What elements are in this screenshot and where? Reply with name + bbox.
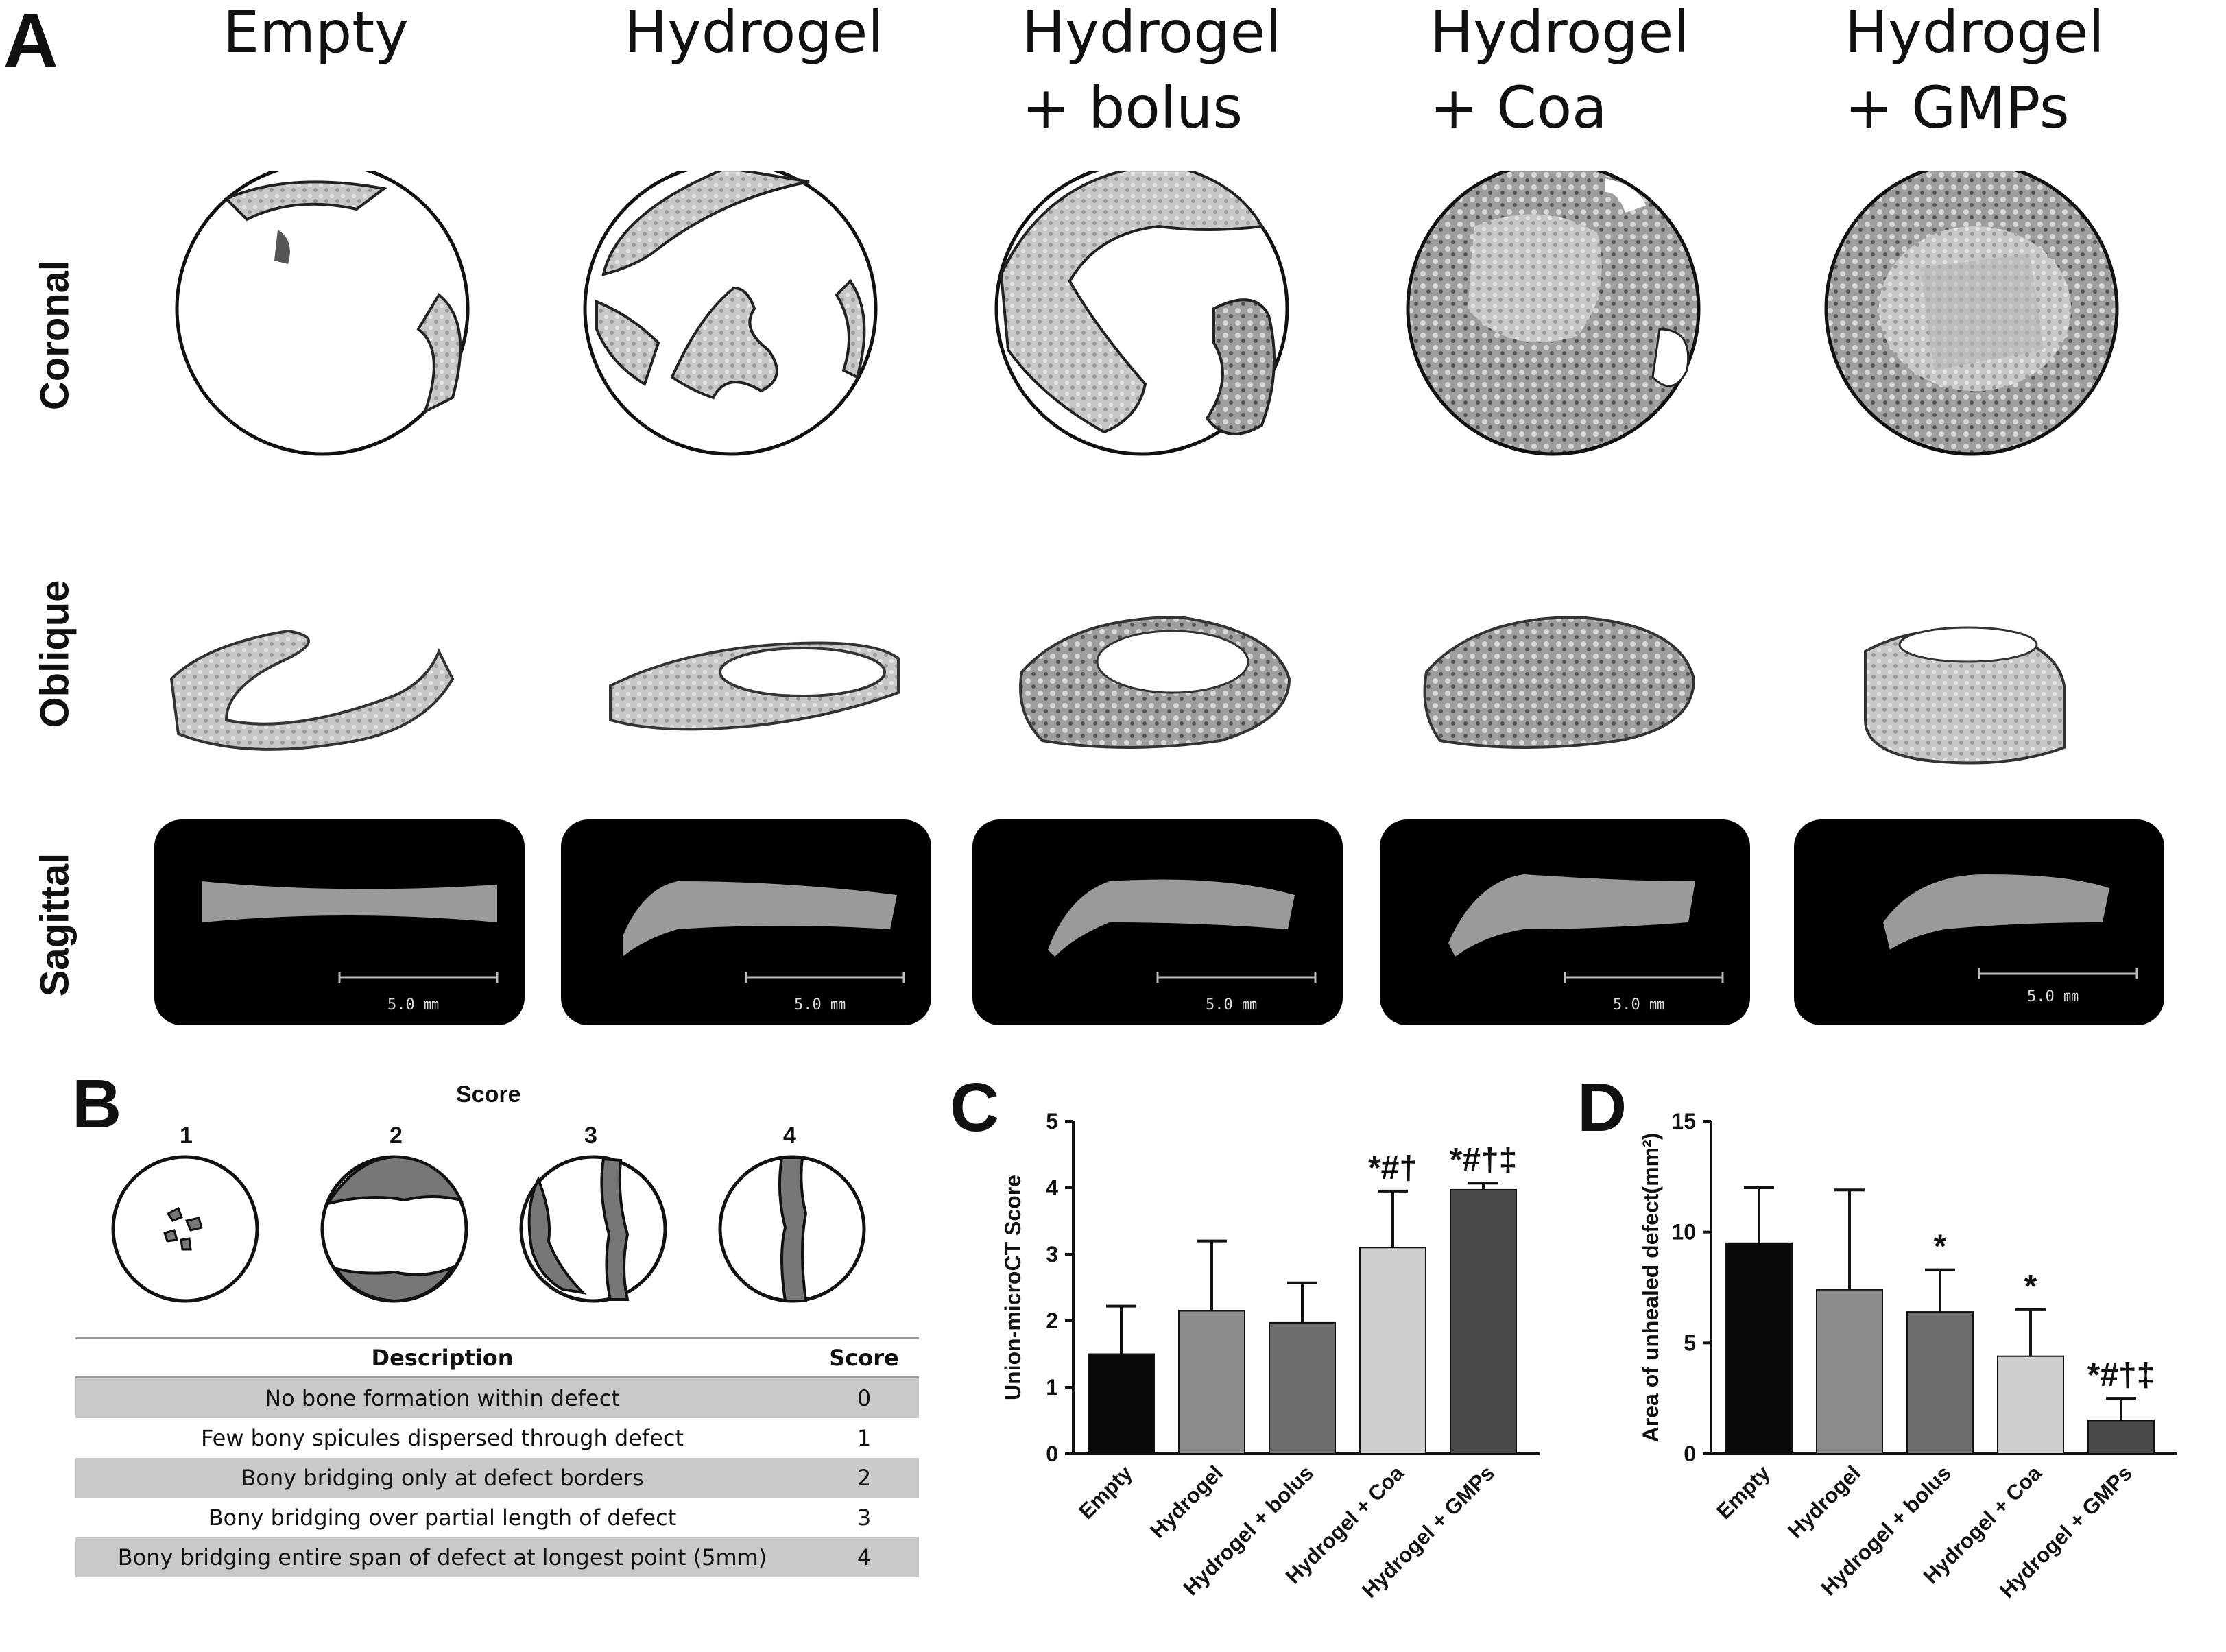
panel-b-letter: B — [72, 1066, 122, 1142]
chart-d-unhealed-area: 0 5 10 15 Area of unhealed defect(mm²) Empty H… — [1638, 1109, 2177, 1603]
sagittal-empty-image: 5.0 ㎜ — [154, 819, 525, 1025]
panel-d-letter: D — [1577, 1069, 1627, 1146]
row-score: 2 — [809, 1458, 919, 1498]
panel-a-letter: A — [3, 0, 58, 83]
column-title: Hydrogel + bolus — [1022, 0, 1282, 141]
oblique-bolus-image — [1019, 615, 1291, 749]
coronal-empty-image — [175, 171, 470, 456]
table-header-description: Description — [75, 1337, 809, 1378]
bar — [1906, 1311, 1974, 1455]
score-1-schematic — [111, 1155, 259, 1303]
bar — [1178, 1310, 1245, 1455]
scale-label: 5.0 ㎜ — [794, 996, 846, 1014]
column-title: Empty — [223, 0, 409, 66]
y-tick-label: 10 — [1671, 1220, 1696, 1245]
significance-mark: * — [1934, 1229, 1947, 1265]
bar — [1450, 1188, 1517, 1455]
bar — [1359, 1247, 1426, 1455]
bar — [2087, 1420, 2155, 1455]
scale-label: 5.0 ㎜ — [1206, 996, 1257, 1014]
scale-label: 5.0 ㎜ — [2027, 988, 2079, 1005]
table-row: Bony bridging over partial length of def… — [75, 1498, 919, 1537]
significance-mark: *#†‡ — [1450, 1142, 1518, 1178]
oblique-coa-image — [1423, 615, 1696, 749]
coronal-gmps-image — [1824, 171, 2119, 456]
row-label: Sagittal — [32, 852, 77, 997]
row-description: Bony bridging entire span of defect at l… — [75, 1537, 809, 1577]
significance-mark: *#† — [1368, 1150, 1417, 1186]
bar — [1997, 1355, 2064, 1455]
score-number: 1 — [180, 1123, 193, 1149]
score-schematics — [111, 1155, 866, 1303]
sagittal-bolus-image: 5.0 ㎜ — [972, 819, 1343, 1025]
coronal-row — [175, 171, 2119, 456]
sagittal-hydrogel-image: 5.0 ㎜ — [561, 819, 931, 1025]
coronal-bolus-image — [994, 171, 1289, 456]
row-score: 1 — [857, 1425, 872, 1451]
significance-mark: *#†‡ — [2087, 1357, 2155, 1393]
y-tick-label: 4 — [1046, 1175, 1058, 1200]
row-description: Bony bridging only at defect borders — [75, 1458, 809, 1498]
x-tick-label: Hydrogel — [1145, 1461, 1228, 1543]
scale-label: 5.0 ㎜ — [387, 996, 439, 1014]
score-title: Score — [456, 1081, 521, 1108]
oblique-empty-image — [169, 629, 455, 751]
y-tick-label: 2 — [1046, 1308, 1058, 1333]
bar — [1725, 1242, 1793, 1455]
bar — [1269, 1321, 1336, 1455]
y-tick-label: 5 — [1046, 1109, 1058, 1134]
table-row: No bone formation within defect 0 — [75, 1377, 919, 1418]
y-tick-label: 1 — [1046, 1375, 1058, 1400]
table-row: Bony bridging only at defect borders 2 — [75, 1458, 919, 1498]
column-title: Hydrogel + GMPs — [1845, 0, 2105, 141]
score-number: 2 — [390, 1123, 403, 1149]
significance-mark: * — [2024, 1269, 2037, 1305]
x-tick-label: Hydrogel — [1783, 1461, 1865, 1543]
row-score: 3 — [857, 1505, 872, 1531]
row-score: 0 — [809, 1377, 919, 1418]
row-description: No bone formation within defect — [75, 1377, 809, 1418]
x-tick-label: Empty — [1074, 1461, 1137, 1524]
y-axis-label: Union-microCT Score — [1001, 1175, 1025, 1400]
oblique-row — [169, 615, 2066, 765]
x-tick-label: Empty — [1712, 1461, 1775, 1524]
y-tick-label: 0 — [1046, 1441, 1058, 1466]
score-4-schematic — [718, 1155, 866, 1303]
table-row: Few bony spicules dispersed through defe… — [75, 1418, 919, 1458]
scale-label: 5.0 ㎜ — [1613, 996, 1664, 1014]
y-tick-label: 5 — [1684, 1330, 1696, 1355]
row-description: Few bony spicules dispersed through defe… — [200, 1425, 684, 1451]
row-score: 4 — [809, 1537, 919, 1577]
score-2-schematic — [320, 1155, 468, 1303]
y-tick-label: 3 — [1046, 1242, 1058, 1267]
sagittal-gmps-image: 5.0 ㎜ — [1794, 819, 2164, 1025]
bar — [1088, 1353, 1155, 1455]
coronal-coa-image — [1406, 171, 1701, 456]
panel-c-letter: C — [950, 1069, 1000, 1146]
column-title: Hydrogel + Coa — [1430, 0, 1690, 141]
y-axis-label: Area of unhealed defect(mm²) — [1638, 1133, 1663, 1443]
score-3-schematic — [519, 1155, 667, 1303]
coronal-hydrogel-image — [583, 171, 878, 456]
table-header-score: Score — [809, 1337, 919, 1378]
table-row: Bony bridging entire span of defect at l… — [75, 1537, 919, 1577]
sagittal-coa-image: 5.0 ㎜ — [1380, 819, 1750, 1025]
score-number: 4 — [783, 1123, 796, 1149]
scoring-table: Description Score No bone formation with… — [75, 1337, 919, 1577]
y-tick-label: 15 — [1671, 1109, 1696, 1134]
y-tick-label: 0 — [1684, 1441, 1696, 1466]
oblique-gmps-image — [1864, 626, 2066, 765]
row-description: Bony bridging over partial length of def… — [208, 1505, 677, 1531]
oblique-hydrogel-image — [609, 641, 900, 731]
column-title: Hydrogel — [624, 0, 884, 66]
bar — [1816, 1289, 1883, 1455]
score-number: 3 — [584, 1123, 597, 1149]
